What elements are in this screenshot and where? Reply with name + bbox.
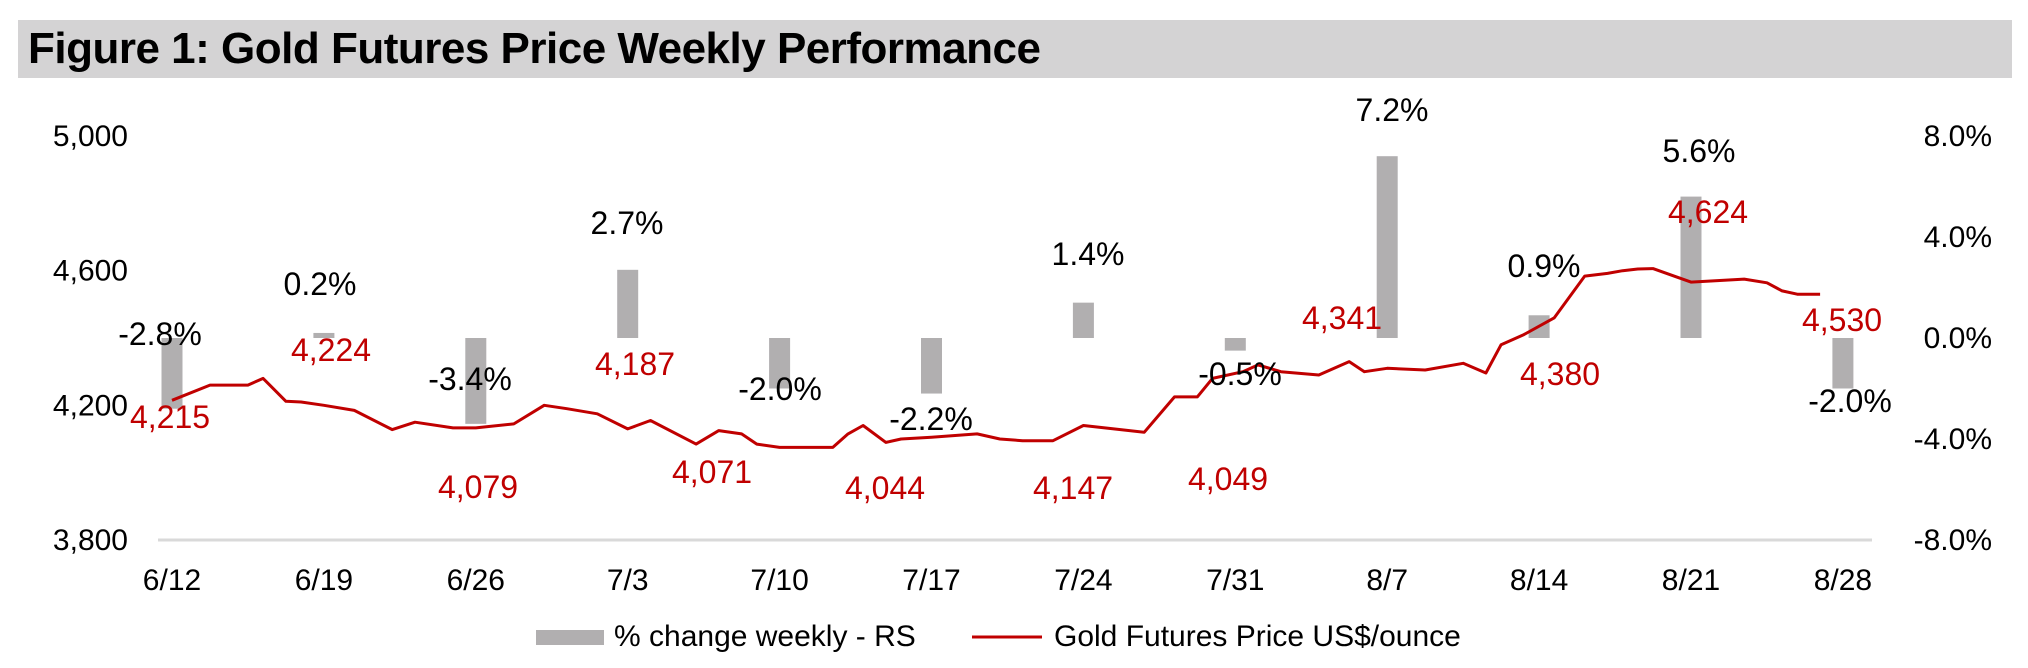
price-data-label: 4,049 <box>1188 461 1268 497</box>
bar-data-label: -0.5% <box>1198 356 1282 392</box>
bar-weekly-change <box>1224 338 1246 351</box>
x-axis-tick: 7/31 <box>1206 564 1264 597</box>
x-axis-tick: 6/12 <box>143 564 201 597</box>
x-axis-tick: 7/17 <box>902 564 960 597</box>
bar-data-label: 0.9% <box>1508 248 1581 284</box>
price-data-label: 4,530 <box>1802 302 1882 338</box>
bar-data-label: -2.8% <box>118 316 202 352</box>
bar-weekly-change <box>161 338 183 409</box>
left-axis-tick: 4,600 <box>53 255 128 288</box>
x-axis-tick: 6/26 <box>447 564 505 597</box>
left-axis-tick: 5,000 <box>53 120 128 153</box>
legend-bar-swatch <box>536 630 604 645</box>
bar-weekly-change <box>1832 338 1854 389</box>
bar-weekly-change <box>1680 196 1702 338</box>
bar-weekly-change <box>769 338 791 389</box>
left-axis-tick: 4,200 <box>53 389 128 422</box>
price-data-label: 4,624 <box>1668 194 1748 230</box>
bar-weekly-change <box>465 338 487 424</box>
price-data-label: 4,147 <box>1033 470 1113 506</box>
price-data-label: 4,044 <box>845 470 925 506</box>
left-axis-tick: 3,800 <box>53 524 128 557</box>
right-axis-tick: -8.0% <box>1914 524 1992 557</box>
x-axis-tick: 7/10 <box>750 564 808 597</box>
bar-data-label: 0.2% <box>284 266 357 302</box>
x-axis-tick: 7/3 <box>607 564 649 597</box>
bar-data-label: -2.2% <box>889 401 973 437</box>
x-axis-tick: 8/7 <box>1366 564 1408 597</box>
bar-data-label: 1.4% <box>1052 236 1125 272</box>
bar-weekly-change <box>1376 156 1398 338</box>
bar-weekly-change <box>1072 302 1094 338</box>
price-data-label: 4,215 <box>130 399 210 435</box>
price-line <box>171 267 1821 449</box>
price-data-label: 4,380 <box>1520 356 1600 392</box>
legend-bar-label: % change weekly - RS <box>614 620 916 653</box>
bar-data-label: -3.4% <box>428 361 512 397</box>
bar-data-label: 5.6% <box>1663 133 1736 169</box>
price-data-label: 4,187 <box>595 346 675 382</box>
x-axis-tick: 6/19 <box>295 564 353 597</box>
x-axis-tick: 8/28 <box>1814 564 1872 597</box>
right-axis-tick: 4.0% <box>1924 221 1992 254</box>
bar-data-label: 7.2% <box>1356 92 1429 128</box>
title-bar: Figure 1: Gold Futures Price Weekly Perf… <box>18 20 2012 78</box>
right-axis-tick: -4.0% <box>1914 423 1992 456</box>
x-axis-tick: 7/24 <box>1054 564 1112 597</box>
bar-weekly-change <box>313 332 335 338</box>
right-axis-tick: 8.0% <box>1924 120 1992 153</box>
bar-data-label: -2.0% <box>738 371 822 407</box>
bar-data-label: 2.7% <box>591 205 664 241</box>
bar-weekly-change <box>921 338 942 394</box>
x-axis-tick: 8/14 <box>1510 564 1568 597</box>
chart-title: Figure 1: Gold Futures Price Weekly Perf… <box>28 24 1041 73</box>
right-axis-tick: 0.0% <box>1924 322 1992 355</box>
x-axis-tick: 8/21 <box>1662 564 1720 597</box>
price-data-label: 4,341 <box>1302 300 1382 336</box>
price-data-label: 4,079 <box>438 469 518 505</box>
bar-data-label: -2.0% <box>1808 383 1892 419</box>
bar-weekly-change <box>617 269 639 338</box>
legend-line-label: Gold Futures Price US$/ounce <box>1054 620 1461 653</box>
price-data-label: 4,071 <box>672 454 752 490</box>
price-data-label: 4,224 <box>291 332 371 368</box>
